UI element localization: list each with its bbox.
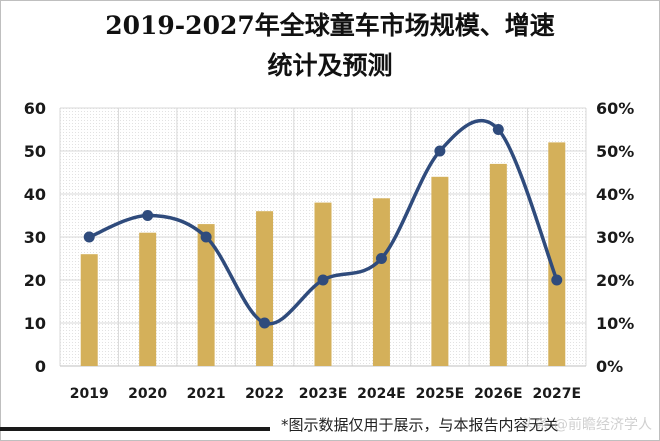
growth-point [83,231,95,243]
bar [431,176,449,366]
chart-title: 2019-2027年全球童车市场规模、增速 统计及预测 [0,6,660,86]
growth-point [375,253,387,264]
bar [80,254,98,366]
growth-point [200,231,212,243]
x-tick-label: 2022 [245,386,284,402]
y-left-tick-label: 20 [24,271,46,290]
x-tick-label: 2019 [70,386,109,402]
growth-point [259,317,271,329]
y-right-tick-label: 20% [596,271,634,290]
y-right-tick-label: 30% [596,228,634,247]
y-left-tick-label: 0 [35,357,46,376]
y-left-tick-label: 50 [24,142,46,161]
y-right-tick-label: 60% [596,99,634,118]
y-right-tick-label: 10% [596,314,634,333]
y-right-tick-label: 40% [596,185,634,204]
y-left-tick-label: 10 [24,314,46,333]
x-tick-label: 2026E [474,386,523,402]
footer-rule [0,427,270,431]
x-tick-label: 2023E [299,386,348,402]
y-left-tick-label: 60 [24,99,46,118]
growth-point [434,145,446,157]
growth-point [492,124,504,135]
y-left-tick-label: 40 [24,185,46,204]
footnote: *图示数据仅用于展示，与本报告内容无关 [281,416,559,434]
chart-title-line-2: 统计及预测 [267,51,393,80]
x-tick-label: 2027E [533,386,582,402]
growth-point [142,210,154,221]
y-right-tick-label: 50% [596,142,634,161]
chart-title-line-1: 2019-2027年全球童车市场规模、增速 [105,11,555,40]
y-left-tick-label: 30 [24,228,46,247]
growth-point [317,274,329,286]
bar [197,224,215,366]
bar [256,211,274,366]
growth-point [551,274,563,286]
bar [548,142,566,366]
x-tick-label: 2024E [357,386,406,402]
bar [139,232,157,366]
y-right-tick-label: 0% [596,357,623,376]
x-tick-label: 2020 [128,386,167,402]
watermark: 头条 @前瞻经济学人 [521,417,652,433]
bar [489,163,507,366]
x-tick-label: 2021 [187,386,226,402]
bar [372,198,390,366]
x-tick-label: 2025E [416,386,465,402]
